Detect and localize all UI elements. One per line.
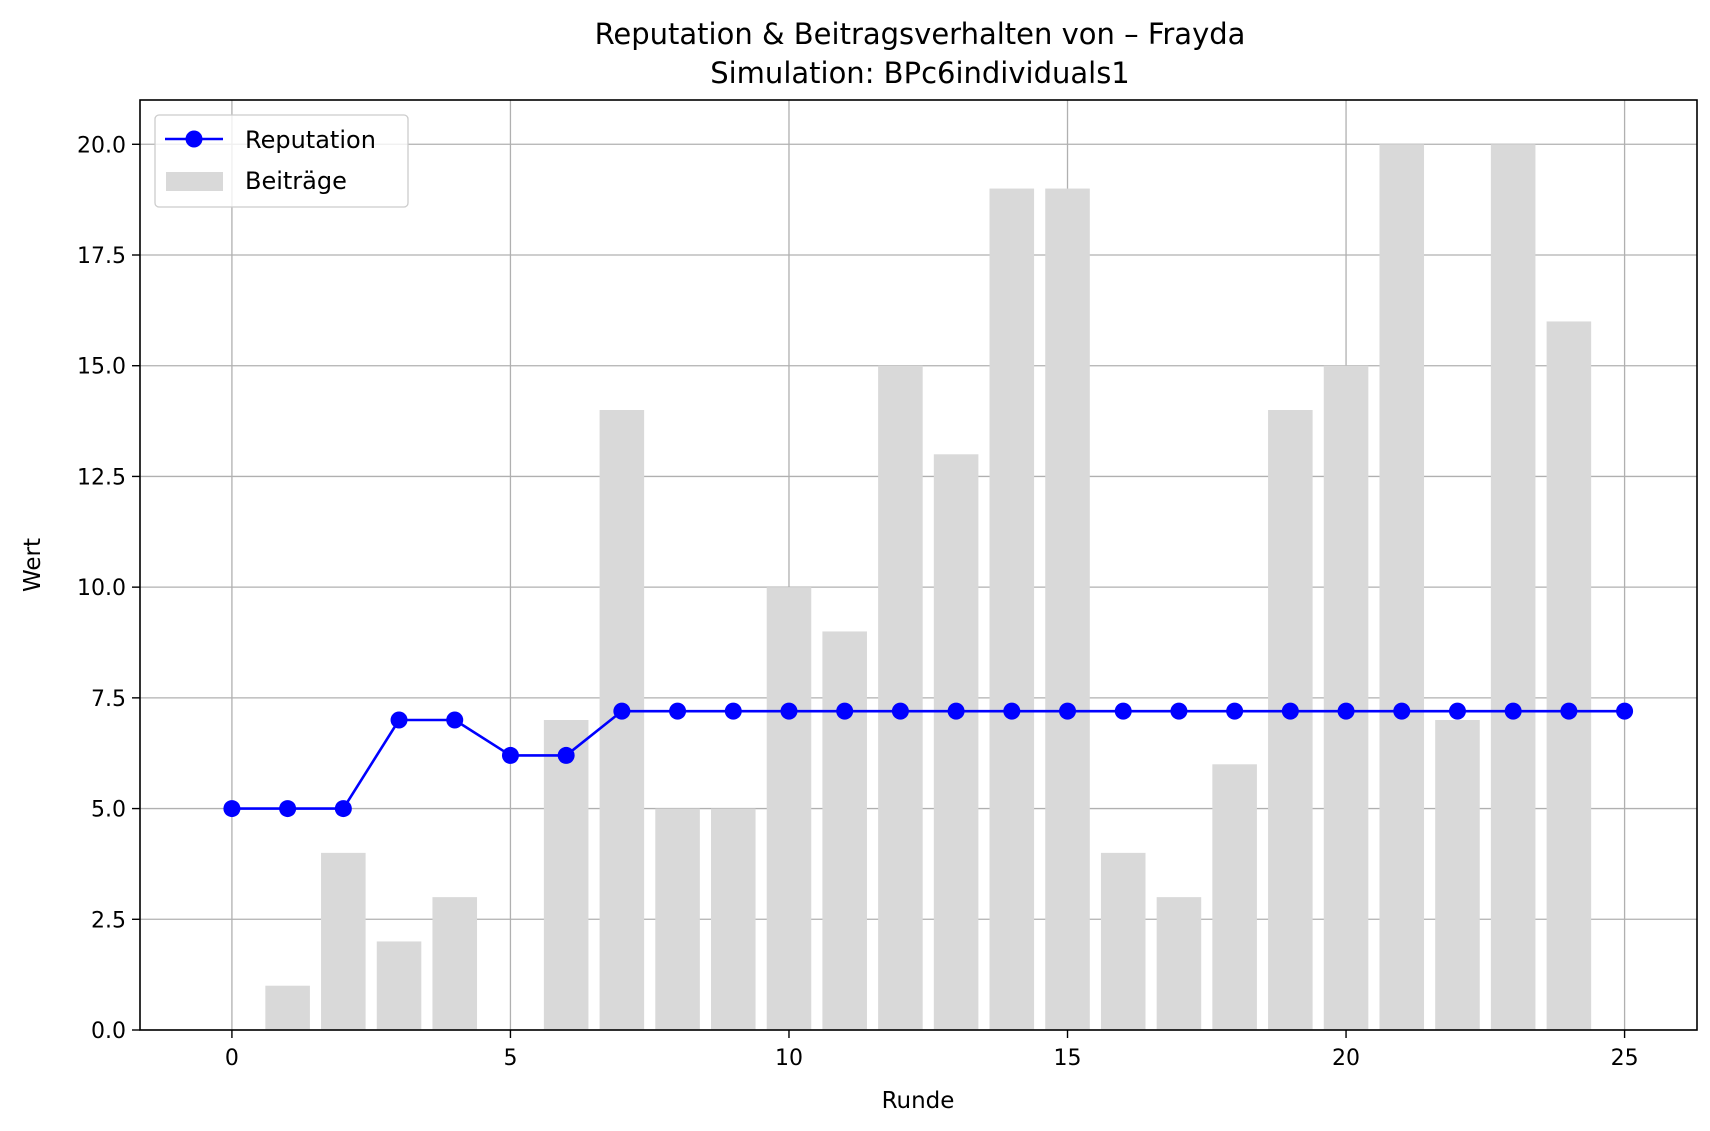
y-tick-label: 5.0 bbox=[91, 798, 126, 823]
reputation-point bbox=[1114, 702, 1132, 720]
reputation-point bbox=[1616, 702, 1634, 720]
bar bbox=[1100, 852, 1146, 1030]
reputation-point bbox=[446, 711, 464, 729]
reputation-point bbox=[1059, 702, 1077, 720]
x-axis-label: Runde bbox=[882, 1088, 955, 1114]
reputation-point bbox=[1170, 702, 1188, 720]
reputation-point bbox=[947, 702, 965, 720]
bar-series bbox=[265, 144, 1592, 1031]
legend-bar-swatch bbox=[166, 172, 223, 191]
reputation-point bbox=[334, 800, 352, 818]
chart-title: Reputation & Beitragsverhalten von – Fra… bbox=[595, 17, 1246, 51]
y-tick-label: 12.5 bbox=[77, 465, 126, 490]
bar bbox=[1435, 720, 1480, 1030]
bar bbox=[989, 188, 1035, 1031]
bar bbox=[1268, 410, 1313, 1030]
bar bbox=[655, 808, 700, 1030]
x-tick-label: 0 bbox=[225, 1046, 239, 1071]
reputation-point bbox=[1003, 702, 1021, 720]
bar bbox=[321, 852, 366, 1030]
legend-label-beitraege: Beiträge bbox=[245, 167, 347, 195]
legend: Reputation Beiträge bbox=[154, 114, 409, 208]
bar bbox=[265, 985, 310, 1030]
y-tick-label: 2.5 bbox=[91, 908, 126, 933]
y-tick-label: 17.5 bbox=[77, 244, 126, 269]
x-axis: 0 5 10 15 20 25 bbox=[225, 1030, 1639, 1071]
reputation-point bbox=[223, 800, 241, 818]
reputation-point bbox=[836, 702, 854, 720]
bar bbox=[1379, 144, 1425, 1031]
bar bbox=[933, 454, 979, 1030]
x-tick-label: 25 bbox=[1611, 1046, 1639, 1071]
reputation-point bbox=[1337, 702, 1355, 720]
reputation-point bbox=[501, 746, 519, 764]
bar bbox=[710, 808, 756, 1030]
bar bbox=[1490, 144, 1536, 1031]
reputation-point bbox=[669, 702, 687, 720]
chart-subtitle: Simulation: BPc6individuals1 bbox=[710, 56, 1130, 90]
reputation-point bbox=[557, 746, 575, 764]
y-tick-label: 7.5 bbox=[91, 687, 126, 712]
legend-label-reputation: Reputation bbox=[245, 126, 376, 154]
x-tick-label: 15 bbox=[1054, 1046, 1082, 1071]
bar bbox=[1045, 188, 1090, 1031]
reputation-point bbox=[390, 711, 408, 729]
reputation-point bbox=[724, 702, 742, 720]
reputation-point bbox=[1226, 702, 1244, 720]
bar bbox=[822, 631, 867, 1030]
y-tick-label: 20.0 bbox=[77, 133, 126, 158]
y-axis: 0.0 2.5 5.0 7.5 10.0 12.5 15.0 17.5 20.0 bbox=[77, 133, 140, 1044]
y-tick-label: 10.0 bbox=[77, 576, 126, 601]
bar bbox=[1323, 365, 1369, 1030]
reputation-point bbox=[1560, 702, 1578, 720]
reputation-point bbox=[891, 702, 909, 720]
reputation-point bbox=[1281, 702, 1299, 720]
plot-frame bbox=[139, 99, 1698, 1031]
reputation-point bbox=[1504, 702, 1522, 720]
bar bbox=[1212, 764, 1257, 1030]
bar bbox=[878, 365, 923, 1030]
x-tick-label: 5 bbox=[503, 1046, 517, 1071]
bar bbox=[1156, 897, 1202, 1030]
bar bbox=[376, 941, 422, 1030]
line-series bbox=[223, 702, 1634, 818]
y-axis-label: Wert bbox=[20, 538, 46, 592]
y-tick-label: 15.0 bbox=[77, 355, 126, 380]
bar bbox=[432, 897, 478, 1030]
x-tick-label: 10 bbox=[775, 1046, 803, 1071]
legend-marker-swatch bbox=[185, 130, 203, 148]
reputation-point bbox=[613, 702, 631, 720]
reputation-point bbox=[780, 702, 798, 720]
bar bbox=[543, 720, 589, 1030]
y-tick-label: 0.0 bbox=[91, 1019, 126, 1044]
bar bbox=[599, 410, 645, 1030]
reputation-point bbox=[1448, 702, 1466, 720]
x-tick-label: 20 bbox=[1332, 1046, 1360, 1071]
bar bbox=[1546, 321, 1592, 1030]
reputation-point bbox=[279, 800, 297, 818]
reputation-line bbox=[231, 709, 1625, 810]
reputation-point bbox=[1393, 702, 1411, 720]
bar bbox=[766, 587, 812, 1030]
